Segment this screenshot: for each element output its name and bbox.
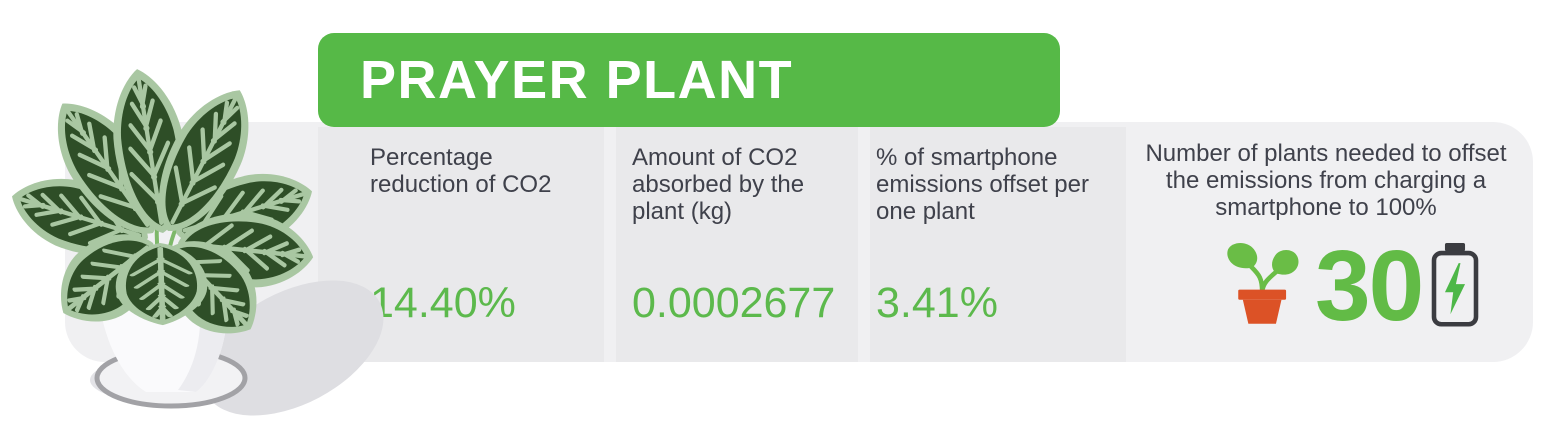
- plant-name-title: PRAYER PLANT: [360, 50, 794, 110]
- stat-label-plants-needed: Number of plants needed to offset the em…: [1145, 140, 1507, 221]
- stat-value-co2-reduction: 14.40%: [370, 279, 516, 327]
- seedling-pot-icon: [1227, 242, 1299, 324]
- plants-needed-stat-row: 30: [1222, 230, 1479, 342]
- plant-name-banner: PRAYER PLANT: [318, 33, 1060, 127]
- stat-label-co2-reduction: Percentage reduction of CO2: [370, 144, 552, 198]
- stat-col-co2-reduction: Percentage reduction of CO2 14.40%: [318, 127, 604, 362]
- plants-count-value: 30: [1315, 230, 1424, 342]
- stat-col-co2-absorbed: Amount of CO2 absorbed by the plant (kg)…: [616, 127, 858, 362]
- stat-label-smartphone-offset: % of smartphone emissions offset per one…: [876, 144, 1089, 225]
- battery-charging-icon: [1431, 243, 1479, 327]
- stat-value-smartphone-offset: 3.41%: [876, 279, 998, 327]
- stat-label-co2-absorbed: Amount of CO2 absorbed by the plant (kg): [632, 144, 805, 225]
- stat-col-smartphone-offset: % of smartphone emissions offset per one…: [870, 127, 1126, 362]
- prayer-plant-illustration: [8, 28, 384, 416]
- stat-value-co2-absorbed: 0.0002677: [632, 279, 836, 327]
